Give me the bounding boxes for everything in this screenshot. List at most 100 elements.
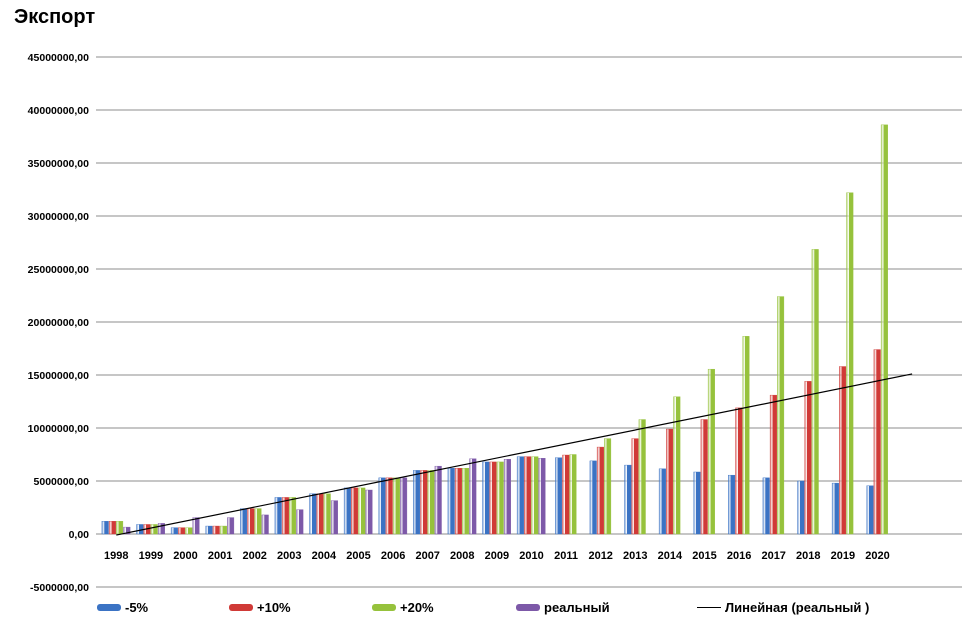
bar-series-1 (447, 468, 455, 535)
bar-series-2 (700, 419, 708, 535)
bar-series-3 (880, 124, 888, 535)
bar-series-2 (524, 456, 532, 535)
x-tick-label: 2015 (692, 550, 716, 562)
bar-series-3 (707, 368, 715, 535)
legend-item-series-2: +10% (229, 600, 291, 615)
bar-series-4 (365, 489, 373, 535)
bar-series-2 (247, 508, 255, 535)
bar-series-1 (589, 460, 597, 535)
y-tick-label: 45000000,00 (28, 52, 89, 64)
bar-series-3 (638, 419, 646, 535)
bar-series-2 (316, 493, 324, 535)
x-tick-label: 2006 (381, 550, 405, 562)
y-tick-label: 25000000,00 (28, 264, 89, 276)
bar-series-1 (762, 477, 770, 535)
x-tick-label: 2001 (208, 550, 232, 562)
legend-label-series-4: реальный (544, 600, 610, 615)
bar-series-3 (569, 454, 577, 535)
x-tick-label: 1998 (104, 550, 128, 562)
bar-series-3 (742, 336, 750, 535)
x-tick-label: 2000 (173, 550, 197, 562)
bar-series-1 (482, 461, 490, 535)
bar-series-1 (101, 521, 109, 535)
bar-series-4 (330, 500, 338, 535)
bar-series-2 (596, 446, 604, 535)
x-tick-label: 2019 (831, 550, 855, 562)
bar-series-1 (658, 468, 666, 535)
bar-series-1 (378, 477, 386, 535)
bar-series-2 (178, 527, 186, 535)
bar-series-3 (427, 470, 435, 535)
bar-series-1 (831, 482, 839, 535)
bar-series-4 (469, 458, 477, 535)
bar-series-1 (797, 480, 805, 535)
bar-series-3 (392, 477, 400, 535)
trendline (116, 373, 913, 536)
bar-series-2 (562, 454, 570, 535)
bar-series-2 (839, 366, 847, 535)
x-tick-label: 2011 (554, 550, 578, 562)
bar-series-4 (192, 517, 200, 535)
legend-label-series-3: +20% (400, 600, 434, 615)
bar-series-3 (496, 461, 504, 535)
legend-label-series-1: -5% (125, 600, 149, 615)
x-tick-label: 2016 (727, 550, 751, 562)
bar-series-3 (323, 493, 331, 535)
bar-series-3 (531, 456, 539, 535)
x-tick-label: 2020 (865, 550, 889, 562)
bar-series-4 (261, 514, 269, 535)
bar-chart: 45000000,00 40000000,00 35000000,00 3000000… (28, 52, 962, 594)
bar-series-4 (296, 509, 304, 535)
bar-series-2 (735, 407, 743, 535)
bar-series-1 (343, 487, 351, 535)
bar-series-1 (693, 471, 701, 535)
bar-series-3 (777, 296, 785, 535)
bar-series-2 (631, 438, 639, 535)
legend-label-series-2: +10% (257, 600, 291, 615)
bar-series-4 (538, 458, 546, 535)
bar-series-2 (108, 521, 116, 535)
bar-series-1 (728, 474, 736, 535)
bar-series-1 (413, 470, 421, 535)
legend-item-series-3: +20% (372, 600, 434, 615)
x-tick-label: 1999 (139, 550, 163, 562)
bar-series-3 (185, 527, 193, 535)
bar-series-3 (604, 438, 612, 535)
bar-series-1 (516, 456, 524, 535)
bar-series-2 (420, 470, 428, 535)
bar-series-3 (462, 468, 470, 535)
trendline-group (116, 373, 913, 536)
bar-series-3 (289, 497, 297, 535)
y-axis-ticks: 45000000,00 40000000,00 35000000,00 3000000… (28, 52, 89, 594)
x-tick-label: 2003 (277, 550, 301, 562)
legend-item-series-4: реальный (516, 600, 610, 615)
legend-item-trendline: Линейная (реальный ) (697, 600, 869, 615)
bar-series-3 (846, 192, 854, 535)
x-tick-label: 2008 (450, 550, 474, 562)
legend-label-trendline: Линейная (реальный ) (725, 600, 870, 615)
bar-series-2 (385, 477, 393, 535)
legend-swatch-series-4 (516, 604, 540, 611)
chart-title: Экспорт (14, 6, 96, 28)
bar-series-1 (170, 527, 178, 535)
legend-swatch-series-1 (97, 604, 121, 611)
bar-series-1 (309, 493, 317, 535)
y-tick-label: 35000000,00 (28, 158, 89, 170)
bar-series-2 (281, 497, 289, 535)
bar-series-1 (205, 525, 213, 535)
y-tick-label: 5000000,00 (34, 476, 90, 488)
y-tick-label: 30000000,00 (28, 211, 89, 223)
bar-series-1 (624, 464, 632, 535)
x-tick-label: 2014 (658, 550, 683, 562)
bar-series-2 (351, 487, 359, 535)
x-tick-label: 2002 (242, 550, 266, 562)
x-tick-label: 2017 (761, 550, 785, 562)
x-tick-label: 2018 (796, 550, 820, 562)
bar-series-1 (274, 497, 282, 535)
bar-series-4 (227, 517, 235, 535)
y-tick-label: 15000000,00 (28, 370, 89, 382)
bar-series-2 (454, 468, 462, 535)
bar-series-4 (157, 523, 165, 535)
y-tick-label: -5000000,00 (30, 582, 89, 594)
bar-series-2 (489, 461, 497, 535)
